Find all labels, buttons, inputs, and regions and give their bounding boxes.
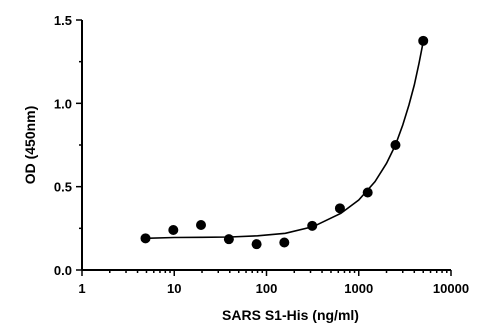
data-point (362, 187, 373, 198)
data-point (279, 237, 290, 248)
data-point (140, 233, 151, 244)
y-tick-label: 0.5 (54, 180, 72, 195)
data-point (223, 234, 234, 245)
y-axis-title: OD (450nm) (22, 106, 38, 185)
x-tick-label: 10 (167, 281, 181, 296)
data-points (140, 35, 429, 250)
x-tick-label: 1000 (344, 281, 373, 296)
x-tick-label: 10000 (433, 281, 469, 296)
ticks: 0.0 0.5 1.0 1.5 1 10 100 1000 10000 (54, 13, 469, 296)
data-point (168, 225, 179, 235)
x-tick-label: 100 (256, 281, 278, 296)
x-axis-title: SARS S1-His (ng/ml) (222, 307, 359, 323)
data-point (390, 140, 401, 150)
y-tick-label: 1.0 (54, 96, 72, 111)
data-point (307, 220, 318, 231)
x-tick-label: 1 (78, 281, 85, 296)
data-point (334, 203, 345, 214)
y-tick-label: 0.0 (54, 263, 72, 278)
data-point (418, 35, 429, 46)
data-point (196, 220, 207, 230)
data-point (251, 239, 262, 250)
y-tick-label: 1.5 (54, 13, 72, 28)
fit-curve (145, 41, 425, 240)
